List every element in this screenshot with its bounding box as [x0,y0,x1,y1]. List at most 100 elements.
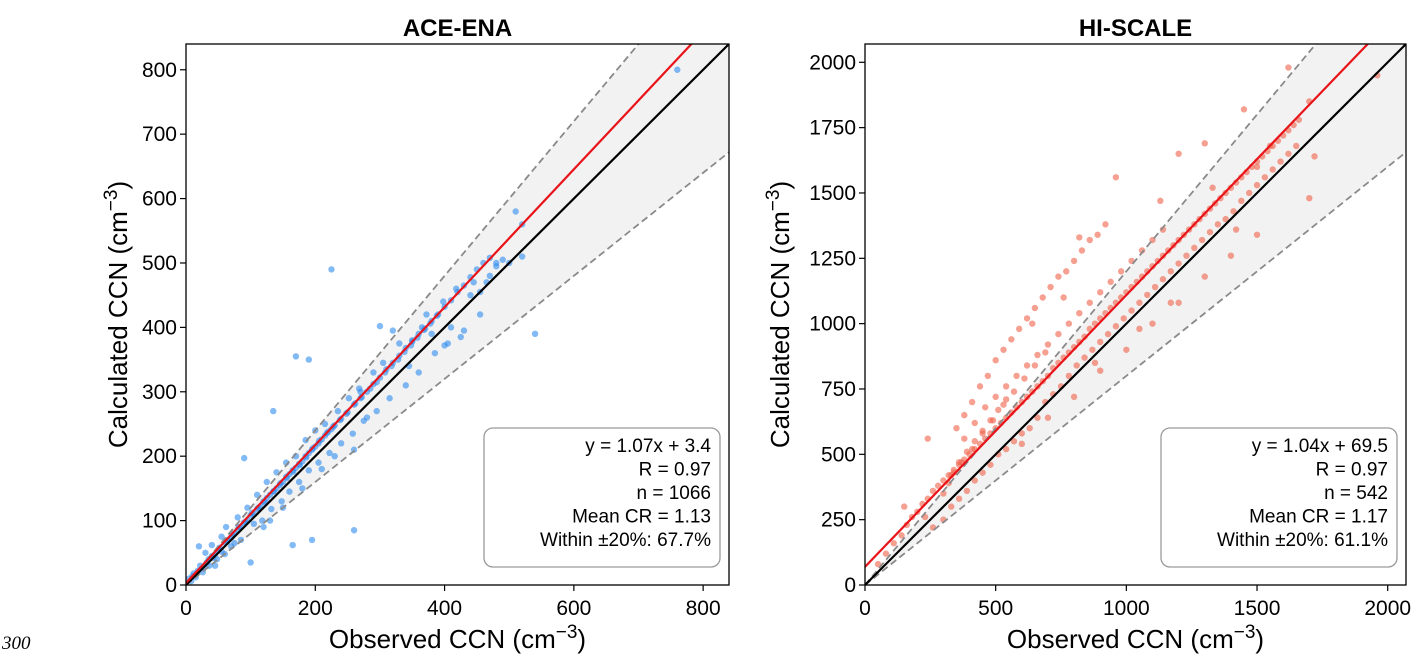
data-point [331,452,338,460]
data-point [457,333,464,341]
data-point [1000,401,1007,408]
data-point [321,420,329,428]
x-tick-label: 800 [686,597,721,620]
x-axis-label: Observed CCN (cm−3) [1007,622,1264,655]
data-point [1167,268,1174,275]
data-point [979,469,986,476]
data-point [1201,273,1208,280]
chart-title: HI-SCALE [1079,15,1192,42]
data-point [373,407,380,415]
data-point [423,311,430,318]
data-point [370,369,377,376]
data-point [1097,289,1104,296]
stats-line-3: n = 542 [1324,483,1388,504]
data-point [512,208,519,215]
x-tick-label: 500 [978,597,1013,620]
data-point [1311,153,1318,160]
axes-frame [185,43,730,586]
data-point [1144,291,1151,299]
data-point [1191,244,1198,252]
data-point [250,520,258,528]
data-point [1013,372,1020,380]
data-point [979,427,986,435]
data-point [924,435,931,442]
data-point [1175,299,1182,306]
data-point [1031,362,1039,369]
data-point [270,407,277,415]
data-point [1039,294,1046,301]
data-point [1021,375,1028,382]
data-point [1034,414,1041,421]
data-point [1002,396,1010,403]
data-point [1112,174,1120,181]
data-point [1034,351,1041,359]
data-point [1201,140,1208,147]
data-point [518,253,526,260]
data-point [493,262,500,270]
data-point [1238,197,1245,205]
axes-frame [864,43,1407,586]
data-point [428,330,435,338]
data-point [1206,228,1214,236]
data-point [1042,349,1049,356]
data-point [948,503,955,510]
data-point [1149,320,1156,327]
data-point [955,495,963,502]
data-point [379,359,387,367]
data-point [328,266,335,273]
stats-line-5: Within ±20%: 61.1% [1217,530,1388,551]
y-tick-label: 400 [142,316,177,339]
stats-line-3: n = 1066 [637,483,712,504]
y-tick-label: 600 [142,188,177,211]
data-point [234,514,241,521]
data-point [901,503,908,510]
y-axis-label: Calculated CCN (cm−3) [101,181,134,448]
data-point [1214,221,1222,228]
corner-note: 300 [2,633,31,654]
data-point [1117,268,1125,275]
data-point [218,533,225,540]
data-point [337,440,345,447]
data-point [968,445,976,453]
data-point [976,383,984,390]
data-point [415,369,422,376]
data-point [1008,336,1015,343]
data-point [231,539,238,547]
data-point [1285,150,1292,157]
x-tick-label: 0 [180,597,192,620]
data-point [299,485,306,492]
plot-area [186,44,729,585]
data-point [440,298,447,305]
data-point [1240,106,1248,113]
data-point [460,327,468,334]
y-tick-label: 2000 [809,51,856,74]
data-point [1065,320,1073,327]
data-point [350,527,358,534]
x-axis-label: Observed CCN (cm−3) [329,622,586,655]
data-point [1112,323,1120,330]
fit-line [865,44,1370,568]
data-point [396,340,403,347]
data-point [1000,346,1007,353]
data-point [1010,438,1018,445]
x-tick-label: 0 [859,597,871,620]
data-point [1120,315,1127,322]
stats-box [483,427,721,568]
data-point [882,550,890,557]
stats-line-1: y = 1.07x + 3.4 [585,436,711,457]
data-point [1198,236,1206,244]
data-point [1076,234,1083,241]
data-point [260,523,267,531]
data-point [898,532,905,539]
data-point [244,504,251,511]
stats-line-5: Within ±20%: 67.7% [540,530,711,551]
y-tick-label: 700 [142,123,177,146]
data-point [222,523,230,531]
data-point [1159,226,1167,233]
stats-line-2: R = 0.97 [1316,460,1388,481]
stats-line-4: Mean CR = 1.13 [572,507,711,528]
x-tick-label: 1500 [1234,597,1281,620]
data-point [953,424,960,432]
data-point [963,448,971,455]
data-point [1060,294,1067,301]
